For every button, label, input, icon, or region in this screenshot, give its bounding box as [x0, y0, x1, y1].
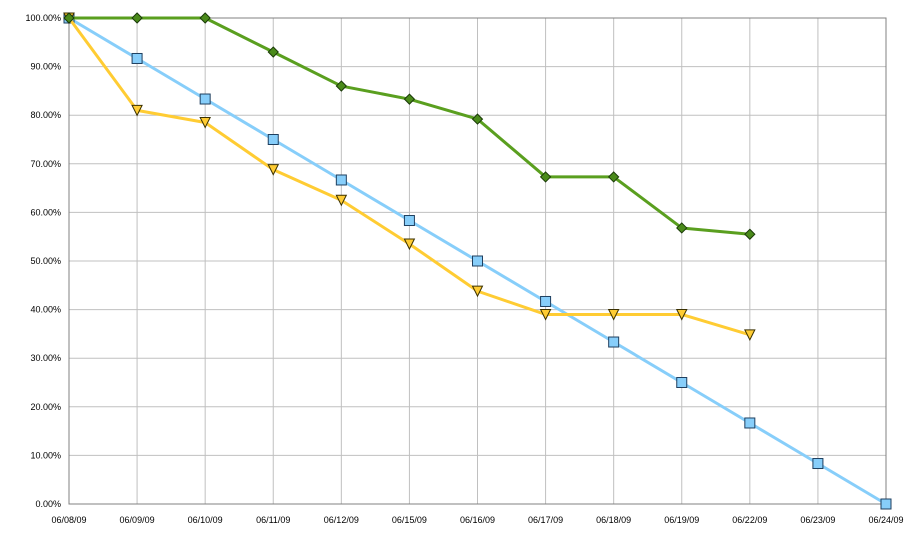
y-tick-label: 100.00% [25, 13, 61, 23]
data-point-triangle [335, 194, 348, 207]
data-point-triangle [471, 285, 484, 298]
data-point-square [540, 295, 552, 307]
data-point-diamond [607, 171, 620, 183]
data-point-diamond [267, 46, 279, 58]
x-tick-label: 06/22/09 [732, 515, 767, 525]
data-point-diamond [131, 12, 143, 24]
plot-area-border [68, 17, 887, 505]
data-point-square [267, 134, 279, 145]
data-point-triangle [607, 308, 620, 321]
data-point-square [880, 498, 892, 510]
data-point-square [472, 255, 483, 267]
data-point-triangle [131, 104, 143, 117]
data-point-square [199, 93, 211, 105]
chart-tick-labels: 0.00% 10.00% 20.00% 30.00% 40.00% 50.00% 60.00… [25, 13, 903, 525]
data-point-triangle [744, 329, 756, 341]
x-tick-label: 06/16/09 [460, 515, 495, 525]
data-point-triangle [539, 308, 552, 321]
x-tick-label: 06/12/09 [324, 515, 359, 525]
data-point-square [608, 336, 620, 348]
data-point-triangle [199, 116, 211, 129]
y-tick-label: 70.00% [30, 159, 61, 169]
data-point-square [676, 377, 688, 388]
y-tick-label: 50.00% [30, 256, 61, 266]
x-tick-label: 06/19/09 [664, 515, 699, 525]
data-point-square [403, 215, 415, 227]
x-tick-label: 06/09/09 [120, 515, 155, 525]
y-tick-label: 20.00% [30, 402, 61, 412]
data-point-square [335, 174, 347, 186]
data-point-diamond [744, 228, 756, 240]
x-tick-label: 06/08/09 [51, 515, 86, 525]
x-tick-label: 06/18/09 [596, 515, 631, 525]
y-tick-label: 60.00% [30, 207, 61, 217]
data-point-triangle [675, 308, 688, 321]
data-point-diamond [199, 12, 211, 24]
y-tick-label: 40.00% [30, 305, 61, 315]
y-tick-label: 80.00% [30, 110, 61, 120]
data-point-diamond [335, 80, 348, 92]
x-tick-label: 06/23/09 [800, 515, 835, 525]
data-point-triangle [267, 164, 280, 176]
data-point-square [131, 52, 143, 64]
data-point-diamond [539, 171, 552, 183]
y-tick-label: 90.00% [30, 62, 61, 72]
data-point-diamond [471, 113, 484, 125]
x-tick-label: 06/11/09 [256, 515, 290, 525]
data-point-diamond [63, 12, 75, 24]
x-tick-label: 06/17/09 [528, 515, 563, 525]
x-tick-label: 06/10/09 [188, 515, 223, 525]
data-point-square [744, 417, 756, 429]
y-tick-label: 10.00% [30, 450, 61, 460]
x-tick-label: 06/24/09 [868, 515, 903, 525]
y-tick-label: 0.00% [35, 499, 61, 509]
data-point-diamond [676, 222, 688, 234]
chart-axes [68, 17, 887, 505]
x-tick-label: 06/15/09 [392, 515, 427, 525]
data-point-square [812, 458, 824, 470]
data-point-triangle [403, 238, 416, 251]
chart-series [63, 12, 892, 510]
data-point-diamond [403, 93, 416, 105]
y-tick-label: 30.00% [30, 353, 61, 363]
